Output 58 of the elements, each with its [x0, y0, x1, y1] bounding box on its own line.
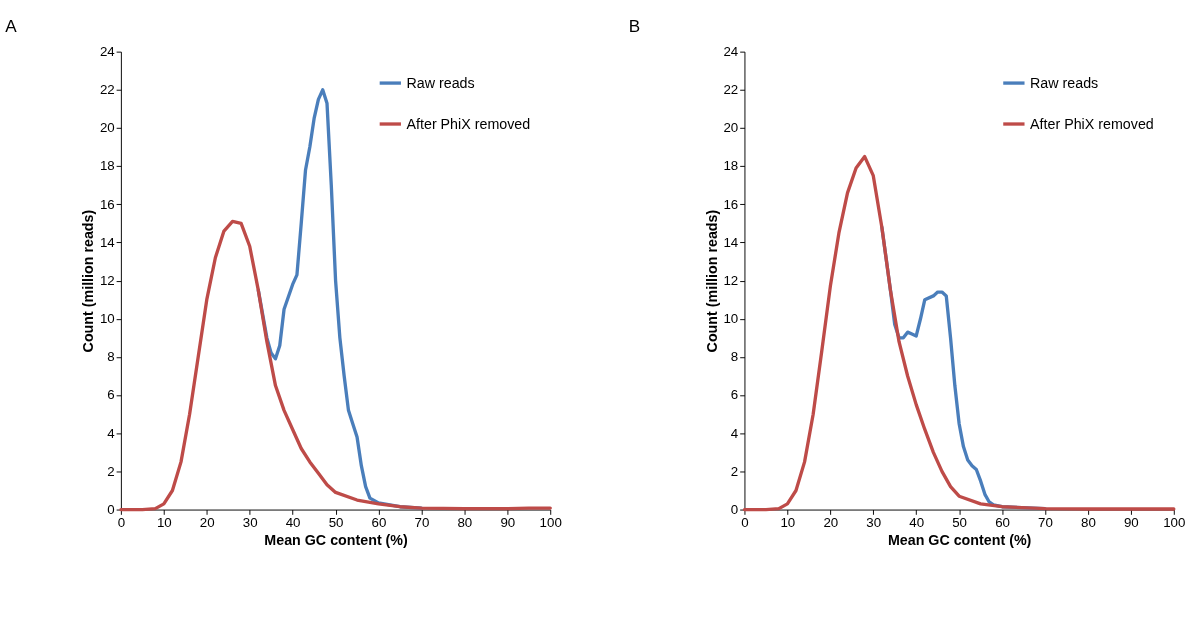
x-tick-label: 40: [285, 515, 301, 531]
y-tick-label: 18: [723, 158, 739, 174]
legend-label: After PhiX removed: [1030, 115, 1154, 132]
x-tick-label: 30: [242, 515, 258, 531]
y-tick-label: 18: [99, 158, 115, 174]
x-tick-label: 0: [117, 515, 126, 531]
legend-label: Raw reads: [1030, 74, 1099, 91]
x-tick-label: 10: [780, 515, 796, 531]
y-tick-label: 0: [107, 501, 115, 517]
y-tick-label: 12: [723, 272, 739, 288]
x-tick-label: 20: [823, 515, 839, 531]
x-tick-label: 40: [909, 515, 925, 531]
y-tick-label: 4: [107, 425, 116, 441]
chart-title: B: [628, 15, 641, 36]
y-tick-label: 10: [723, 311, 739, 327]
y-tick-label: 22: [99, 82, 115, 98]
y-tick-label: 14: [723, 234, 739, 250]
x-tick-label: 90: [1123, 515, 1139, 531]
x-axis-title: Mean GC content (%): [264, 532, 409, 549]
y-tick-label: 12: [99, 272, 115, 288]
y-tick-label: 20: [99, 120, 115, 136]
chart-title: A: [5, 15, 18, 36]
x-tick-label: 50: [952, 515, 968, 531]
y-tick-label: 6: [730, 387, 739, 403]
x-tick-label: 10: [156, 515, 172, 531]
y-tick-label: 24: [99, 43, 116, 59]
x-tick-label: 0: [741, 515, 749, 531]
y-tick-label: 16: [723, 196, 739, 212]
x-tick-label: 90: [500, 515, 516, 531]
x-tick-label: 70: [414, 515, 430, 531]
y-tick-label: 14: [99, 234, 116, 250]
y-tick-label: 8: [107, 349, 115, 365]
x-tick-label: 60: [371, 515, 387, 531]
y-tick-label: 0: [730, 501, 739, 517]
y-axis-title: Count (million reads): [703, 209, 720, 353]
y-tick-label: 8: [730, 349, 739, 365]
x-tick-label: 100: [539, 515, 562, 531]
x-tick-label: 60: [995, 515, 1010, 531]
y-tick-label: 24: [723, 43, 739, 59]
legend-label: After PhiX removed: [406, 115, 531, 132]
y-tick-label: 2: [107, 463, 115, 479]
x-tick-label: 80: [457, 515, 473, 531]
x-axis-title: Mean GC content (%): [887, 532, 1032, 549]
x-tick-label: 100: [1163, 515, 1186, 531]
y-axis-title: Count (million reads): [80, 209, 97, 353]
y-tick-label: 16: [99, 196, 115, 212]
y-tick-label: 22: [723, 82, 739, 98]
x-tick-label: 50: [328, 515, 344, 531]
x-tick-label: 70: [1038, 515, 1053, 531]
y-tick-label: 4: [730, 425, 739, 441]
y-tick-label: 20: [723, 120, 739, 136]
y-tick-label: 10: [99, 311, 115, 327]
y-tick-label: 2: [730, 463, 739, 479]
y-tick-label: 6: [107, 387, 115, 403]
x-tick-label: 30: [866, 515, 882, 531]
x-tick-label: 20: [199, 515, 215, 531]
x-tick-label: 80: [1081, 515, 1096, 531]
legend-label: Raw reads: [406, 74, 475, 91]
